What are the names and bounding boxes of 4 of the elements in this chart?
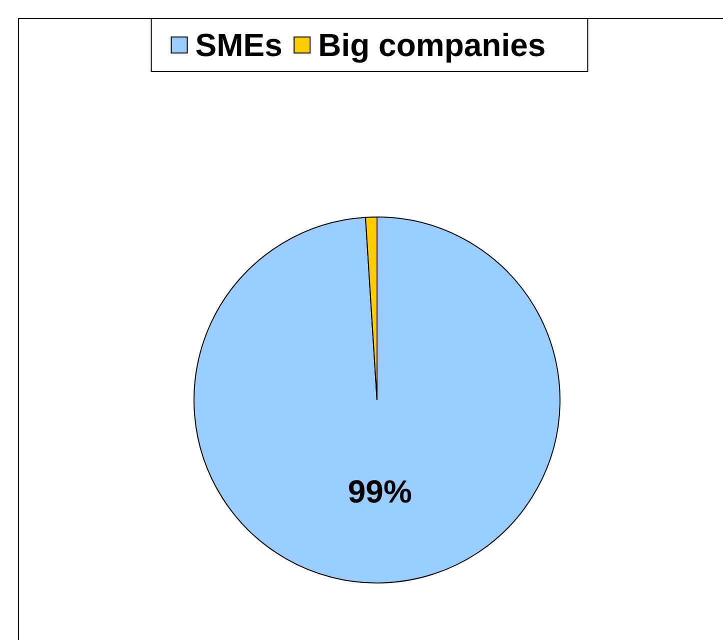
pie-slice <box>194 216 560 584</box>
data-label: 99% <box>348 473 412 510</box>
legend-label: SMEs <box>195 27 282 63</box>
legend-label: Big companies <box>318 27 546 63</box>
